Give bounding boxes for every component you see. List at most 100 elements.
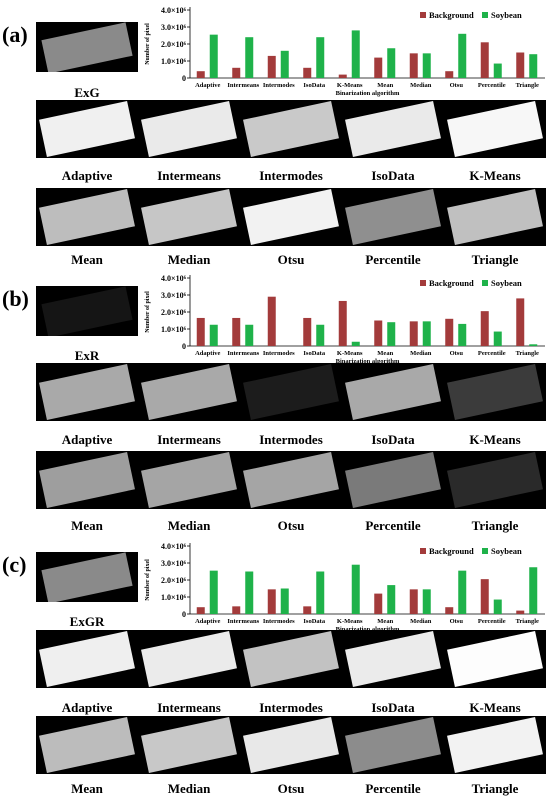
thumb-image bbox=[342, 100, 444, 158]
index-name: ExR bbox=[74, 348, 100, 363]
x-tick-label: Intermodes bbox=[263, 350, 295, 357]
index-name: ExG bbox=[74, 85, 100, 100]
thumb-image bbox=[36, 630, 138, 688]
thumb-row-1 bbox=[0, 630, 550, 688]
bar-background bbox=[196, 317, 205, 346]
algorithm-caption: Triangle bbox=[471, 252, 519, 267]
caption-row-1: Adaptive Intermeans Intermodes IsoData K… bbox=[0, 168, 550, 186]
x-tick-label: Triangle bbox=[516, 82, 539, 89]
caption-row-1: Adaptive Intermeans Intermodes IsoData K… bbox=[0, 432, 550, 450]
x-tick-label: Adaptive bbox=[195, 618, 220, 625]
algorithm-caption: IsoData bbox=[371, 168, 415, 183]
x-tick-label: Intermodes bbox=[263, 618, 295, 625]
algorithm-caption: Triangle bbox=[471, 781, 519, 796]
bar-soybean bbox=[351, 30, 360, 78]
y-tick-label: 0 bbox=[182, 342, 186, 351]
x-tick-label: Adaptive bbox=[195, 350, 220, 357]
bar-soybean bbox=[422, 321, 431, 346]
x-tick-label: Median bbox=[410, 618, 432, 625]
y-tick-label: 0 bbox=[182, 610, 186, 619]
thumb-image bbox=[36, 363, 138, 421]
algorithm-caption: IsoData bbox=[371, 700, 415, 715]
algorithm-caption: Adaptive bbox=[61, 168, 113, 183]
thumb-row-2 bbox=[0, 451, 550, 509]
bar-soybean bbox=[280, 50, 289, 78]
algorithm-caption: Adaptive bbox=[61, 432, 113, 447]
bar-background bbox=[303, 606, 312, 614]
algorithm-caption: Adaptive bbox=[61, 700, 113, 715]
thumb-image bbox=[342, 188, 444, 246]
x-tick-label: Percentile bbox=[478, 82, 506, 89]
panel-c: (c) ExGR 0 1.0×10⁶ 2.0×10⁶ 3.0×10⁶ 4.0×10⁶ Nu… bbox=[0, 536, 550, 801]
thumb-image bbox=[240, 451, 342, 509]
algorithm-caption: IsoData bbox=[371, 432, 415, 447]
x-tick-label: Percentile bbox=[478, 350, 506, 357]
y-tick-label: 3.0×10⁶ bbox=[161, 559, 187, 568]
x-tick-label: Intermeans bbox=[227, 82, 259, 89]
bar-background bbox=[374, 593, 383, 614]
y-tick-label: 3.0×10⁶ bbox=[161, 291, 187, 300]
y-tick-label: 3.0×10⁶ bbox=[161, 23, 187, 32]
bar-background bbox=[516, 52, 525, 78]
thumb-row-1 bbox=[0, 363, 550, 421]
bar-soybean bbox=[529, 54, 538, 78]
x-axis-label: Binarization algorithm bbox=[336, 358, 400, 365]
bar-background bbox=[196, 71, 205, 78]
y-axis-label: Number of pixel bbox=[145, 291, 151, 333]
bar-background bbox=[267, 55, 276, 78]
y-tick-label: 1.0×10⁶ bbox=[161, 593, 187, 602]
bar-soybean bbox=[387, 322, 396, 346]
bar-chart: 0 1.0×10⁶ 2.0×10⁶ 3.0×10⁶ 4.0×10⁶ Number of p… bbox=[145, 542, 545, 633]
thumb-image bbox=[240, 716, 342, 774]
algorithm-caption: Median bbox=[167, 252, 211, 267]
thumb-image bbox=[36, 188, 138, 246]
panel-label: (b) bbox=[2, 286, 29, 311]
algorithm-caption: K-Means bbox=[469, 700, 521, 715]
y-tick-label: 1.0×10⁶ bbox=[161, 57, 187, 66]
thumb-row-1 bbox=[0, 100, 550, 158]
bar-background bbox=[303, 67, 312, 78]
legend-label: Background bbox=[429, 278, 474, 288]
bar-soybean bbox=[458, 323, 467, 346]
bar-background bbox=[338, 74, 347, 78]
legend-label: Soybean bbox=[491, 278, 522, 288]
legend-swatch bbox=[482, 280, 488, 286]
bar-soybean bbox=[529, 344, 538, 346]
x-axis-label: Binarization algorithm bbox=[336, 90, 400, 97]
y-tick-label: 4.0×10⁶ bbox=[161, 6, 187, 15]
algorithm-caption: Otsu bbox=[277, 518, 305, 533]
bar-soybean bbox=[387, 585, 396, 614]
panel-a: (a) ExG 0 1.0×10⁶ 2.0×10⁶ 3.0×10⁶ 4.0×10⁶ Num… bbox=[0, 0, 550, 268]
index-name: ExGR bbox=[69, 614, 105, 629]
bar-soybean bbox=[493, 599, 502, 614]
x-axis-label: Binarization algorithm bbox=[336, 626, 400, 633]
algorithm-caption: Percentile bbox=[365, 252, 421, 267]
bar-soybean bbox=[529, 567, 538, 614]
bar-soybean bbox=[458, 33, 467, 78]
thumb-image bbox=[240, 188, 342, 246]
bar-soybean bbox=[316, 37, 325, 78]
x-tick-label: Otsu bbox=[450, 350, 464, 357]
y-tick-label: 1.0×10⁶ bbox=[161, 325, 187, 334]
thumb-row-2 bbox=[0, 188, 550, 246]
bar-background bbox=[409, 53, 418, 78]
algorithm-caption: Mean bbox=[71, 781, 103, 796]
bar-background bbox=[338, 300, 347, 346]
y-tick-label: 2.0×10⁶ bbox=[161, 40, 187, 49]
bar-background bbox=[374, 320, 383, 346]
bar-soybean bbox=[422, 589, 431, 614]
bar-soybean bbox=[422, 53, 431, 78]
x-tick-label: K-Means bbox=[337, 350, 363, 357]
x-tick-label: Mean bbox=[377, 618, 393, 625]
legend-swatch bbox=[420, 280, 426, 286]
x-tick-label: Triangle bbox=[516, 350, 539, 357]
panel-label: (a) bbox=[2, 22, 28, 47]
thumb-image bbox=[240, 100, 342, 158]
y-tick-label: 4.0×10⁶ bbox=[161, 542, 187, 551]
algorithm-caption: Otsu bbox=[277, 252, 305, 267]
thumb-row-2 bbox=[0, 716, 550, 774]
thumb-image bbox=[444, 451, 546, 509]
caption-row-1: Adaptive Intermeans Intermodes IsoData K… bbox=[0, 700, 550, 718]
x-tick-label: Median bbox=[410, 350, 432, 357]
bar-background bbox=[267, 296, 276, 346]
